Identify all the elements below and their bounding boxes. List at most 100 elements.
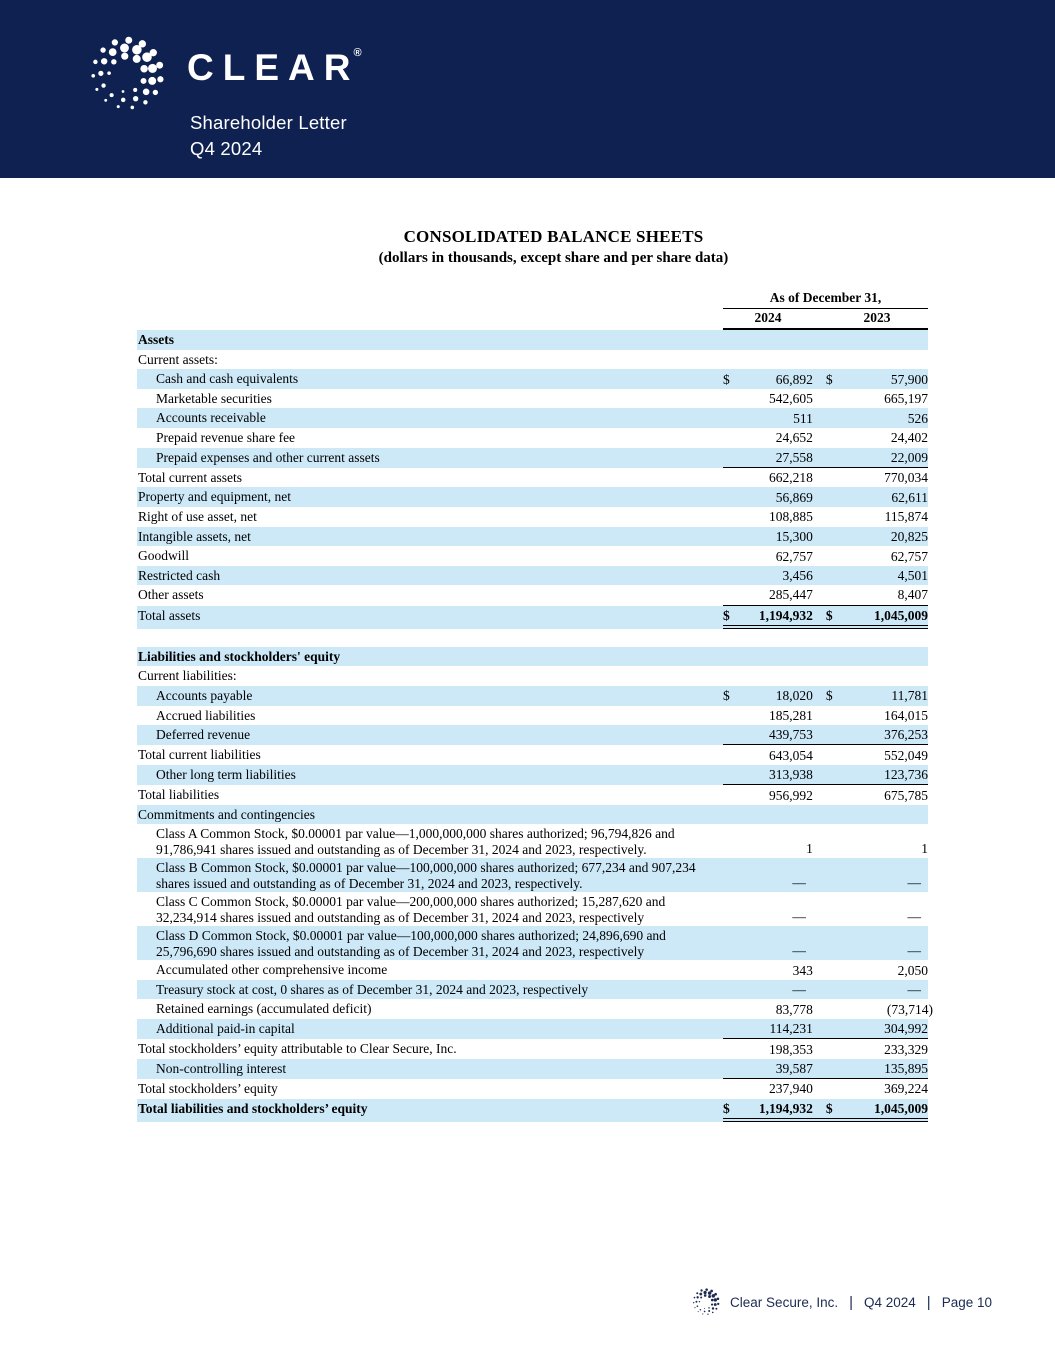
- value-2023: 675,785: [813, 785, 928, 805]
- table-row: Cash and cash equivalents $66,892 $57,900: [137, 369, 928, 389]
- value-2024: [723, 805, 813, 825]
- amount: 56,869: [775, 489, 813, 505]
- value-2023: 164,015: [813, 706, 928, 726]
- dollar-sign: $: [825, 607, 833, 623]
- dollar-sign: $: [723, 1100, 730, 1116]
- amount: 62,611: [891, 489, 928, 505]
- clear-footer-logo-icon: [693, 1288, 720, 1315]
- table-row: Class C Common Stock, $0.00001 par value…: [137, 892, 928, 926]
- row-label: Intangible assets, net: [138, 528, 251, 544]
- amount: 770,034: [884, 470, 928, 486]
- row-values: 662,218 770,034: [723, 468, 928, 488]
- row-values: 439,753 376,253: [723, 725, 928, 746]
- table-row: Liabilities and stockholders' equity: [137, 646, 928, 667]
- table-row: Other assets 285,447 8,407: [137, 585, 928, 606]
- row-values: [723, 666, 928, 686]
- spacer-row: [137, 629, 928, 647]
- table-row: Class D Common Stock, $0.00001 par value…: [137, 926, 928, 961]
- amount: 956,992: [769, 787, 813, 803]
- row-label: Total assets: [138, 607, 201, 623]
- table-row: Class B Common Stock, $0.00001 par value…: [137, 858, 928, 893]
- row-label: Property and equipment, net: [138, 489, 291, 505]
- amount: 24,652: [775, 430, 813, 446]
- table-header: As of December 31, 2024 2023: [137, 288, 928, 330]
- row-label: Other long term liabilities: [156, 766, 296, 782]
- dollar-sign: $: [825, 1100, 833, 1116]
- amount: —: [907, 982, 922, 998]
- page-subtitle: (dollars in thousands, except share and …: [378, 250, 729, 266]
- value-2024: 662,218: [723, 468, 813, 488]
- balance-sheet-table: As of December 31, 2024 2023 Assets Curre…: [137, 288, 933, 1122]
- row-values: 198,353 233,329: [723, 1039, 928, 1059]
- value-2024: 643,054: [723, 745, 813, 765]
- value-2023: 62,757: [813, 546, 928, 566]
- amount: 285,447: [769, 587, 813, 603]
- value-2023: 233,329: [813, 1039, 928, 1059]
- amount: 662,218: [769, 470, 813, 486]
- row-values: [723, 805, 928, 825]
- amount: 675,785: [884, 787, 928, 803]
- row-label: Class A Common Stock, $0.00001 par value…: [156, 825, 675, 857]
- value-2023: —: [813, 926, 928, 960]
- row-label: Additional paid-in capital: [156, 1021, 295, 1037]
- row-label: Accounts payable: [156, 687, 253, 703]
- table-row: Commitments and contingencies: [137, 804, 928, 825]
- row-values: 39,587 135,895: [723, 1059, 928, 1080]
- value-2023: 62,611: [813, 487, 928, 507]
- value-2023: 4,501: [813, 566, 928, 586]
- row-values: 956,992 675,785: [723, 785, 928, 805]
- value-2023: 526: [813, 408, 928, 428]
- amount: 1: [921, 841, 928, 857]
- value-2024: $18,020: [723, 686, 813, 706]
- amount: 164,015: [884, 707, 928, 723]
- dollar-sign: $: [825, 371, 833, 387]
- table-row: Marketable securities 542,605 665,197: [137, 389, 928, 409]
- column-header-2023: 2023: [863, 310, 891, 325]
- amount: —: [792, 982, 806, 998]
- value-2024: —: [723, 926, 813, 960]
- row-label: Marketable securities: [156, 390, 272, 406]
- amount: 15,300: [775, 528, 813, 544]
- value-2024: 542,605: [723, 389, 813, 409]
- amount: 24,402: [890, 430, 928, 446]
- value-2024: 3,456: [723, 566, 813, 586]
- amount: 66,892: [775, 371, 813, 387]
- amount: 552,049: [884, 747, 928, 763]
- amount: 20,825: [890, 528, 928, 544]
- value-2023: —: [813, 858, 928, 892]
- value-2023: $1,045,009: [813, 1099, 928, 1118]
- amount: 304,992: [884, 1021, 928, 1037]
- table-row: Retained earnings (accumulated deficit) 8…: [137, 999, 933, 1019]
- table-row: Prepaid revenue share fee 24,652 24,402: [137, 428, 928, 448]
- amount: 62,757: [775, 548, 813, 564]
- row-label: Deferred revenue: [156, 727, 251, 743]
- value-2023: [813, 330, 928, 350]
- row-values: [723, 350, 928, 370]
- row-values: 237,940 369,224: [723, 1079, 928, 1099]
- amount: —: [907, 943, 922, 959]
- brand-wordmark: CLEAR®: [187, 47, 362, 89]
- amount: 83,778: [775, 1001, 813, 1017]
- table-row: Accrued liabilities 185,281 164,015: [137, 706, 928, 726]
- value-2024: [723, 330, 813, 350]
- dollar-sign: $: [825, 688, 833, 704]
- value-2024: —: [723, 980, 813, 1000]
- value-2023: [813, 666, 928, 686]
- row-values: [723, 647, 928, 667]
- period-header: As of December 31,: [723, 288, 928, 309]
- value-2024: 313,938: [723, 765, 813, 784]
- amount: 2,050: [897, 962, 928, 978]
- row-values: 313,938 123,736: [723, 765, 928, 786]
- row-label: Right of use asset, net: [138, 508, 257, 524]
- amount: 526: [907, 410, 928, 426]
- value-2023: 376,253: [813, 725, 928, 744]
- row-values: 27,558 22,009: [723, 448, 928, 468]
- amount: —: [792, 909, 806, 925]
- value-2023: $1,045,009: [813, 606, 928, 625]
- value-2024: [723, 647, 813, 667]
- amount: 57,900: [890, 371, 928, 387]
- row-label: Total current assets: [138, 469, 243, 485]
- amount: 542,605: [769, 391, 813, 407]
- amount: 1: [806, 841, 813, 857]
- clear-logo-icon: [91, 36, 164, 110]
